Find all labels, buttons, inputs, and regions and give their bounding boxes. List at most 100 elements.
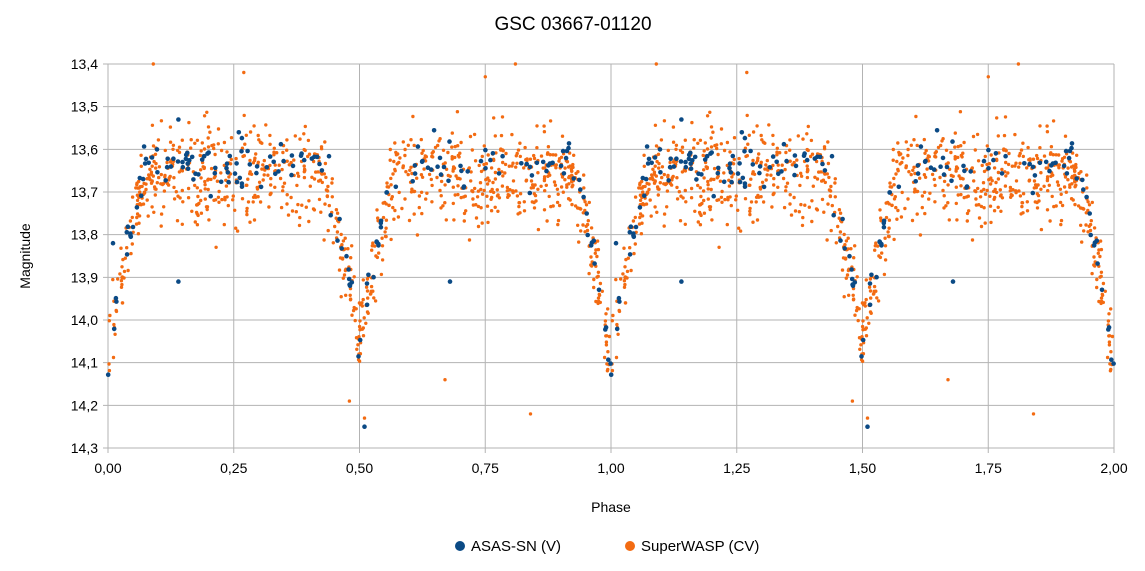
- data-point: [496, 209, 500, 213]
- data-point: [296, 174, 301, 178]
- data-point: [1032, 179, 1037, 183]
- data-point: [381, 215, 386, 220]
- data-point: [255, 185, 259, 190]
- data-point: [480, 221, 484, 225]
- data-point: [278, 176, 283, 181]
- data-point: [789, 213, 794, 217]
- data-point: [1072, 167, 1077, 171]
- data-point: [114, 309, 119, 314]
- data-point: [341, 276, 345, 280]
- data-point: [499, 148, 503, 152]
- data-point: [683, 169, 688, 173]
- data-point: [165, 160, 169, 165]
- data-point: [560, 175, 565, 179]
- data-point: [804, 157, 810, 163]
- data-point: [239, 135, 245, 141]
- data-point: [887, 234, 891, 239]
- data-point: [178, 196, 182, 200]
- data-point: [771, 163, 775, 168]
- data-point: [702, 168, 706, 172]
- data-point: [1106, 327, 1111, 332]
- data-point: [995, 158, 999, 163]
- data-point: [438, 172, 444, 177]
- data-point: [933, 200, 937, 204]
- data-point: [1007, 151, 1011, 156]
- data-point: [326, 153, 332, 159]
- data-point: [175, 219, 180, 223]
- data-point: [1049, 174, 1053, 178]
- data-point: [860, 337, 866, 343]
- data-point: [264, 123, 268, 127]
- data-point: [907, 170, 911, 174]
- data-point: [285, 159, 289, 163]
- data-point: [592, 261, 597, 266]
- data-point: [1074, 162, 1078, 167]
- data-point: [480, 154, 484, 159]
- x-tick-label: 0,75: [472, 460, 499, 476]
- data-point: [344, 293, 348, 297]
- data-point: [446, 173, 450, 178]
- data-point: [346, 276, 352, 282]
- data-point: [166, 183, 171, 187]
- data-point: [858, 347, 862, 351]
- data-point: [303, 124, 307, 129]
- data-point: [252, 218, 257, 222]
- data-point: [678, 148, 683, 153]
- data-point: [472, 132, 477, 137]
- data-point: [721, 179, 727, 185]
- data-point: [604, 343, 609, 347]
- data-point: [268, 133, 272, 138]
- data-point: [640, 175, 646, 181]
- data-point: [281, 189, 285, 193]
- data-point: [1014, 189, 1018, 193]
- data-point: [998, 188, 1002, 192]
- data-point: [883, 244, 888, 248]
- data-point: [934, 128, 940, 133]
- data-point: [565, 183, 569, 187]
- data-point: [747, 133, 751, 137]
- data-point: [1003, 184, 1008, 188]
- data-point: [1039, 171, 1043, 175]
- asas-sn-points: [105, 117, 1116, 430]
- data-point: [1004, 160, 1008, 165]
- data-point: [737, 156, 741, 161]
- data-point: [1045, 177, 1050, 181]
- data-point: [130, 224, 136, 230]
- data-point: [1093, 264, 1097, 268]
- data-point: [493, 205, 497, 209]
- data-point: [784, 158, 789, 164]
- data-point: [701, 153, 705, 158]
- data-point: [458, 177, 462, 181]
- data-point: [659, 138, 664, 142]
- data-point: [1062, 155, 1067, 159]
- data-point: [439, 194, 443, 198]
- data-point: [137, 179, 141, 184]
- data-point: [986, 147, 991, 153]
- data-point: [347, 399, 352, 403]
- data-point: [825, 238, 829, 242]
- data-point: [1067, 148, 1073, 154]
- data-point: [894, 172, 898, 176]
- data-point: [168, 140, 173, 144]
- data-point: [973, 148, 977, 152]
- data-point: [788, 159, 792, 163]
- data-point: [983, 221, 987, 225]
- data-point: [854, 308, 859, 313]
- data-point: [1050, 194, 1054, 199]
- data-point: [467, 238, 472, 242]
- data-point: [1025, 209, 1030, 213]
- data-point: [176, 117, 181, 122]
- data-point: [195, 186, 199, 190]
- data-point: [978, 195, 983, 199]
- data-point: [614, 326, 620, 332]
- data-point: [193, 141, 197, 145]
- data-point: [423, 154, 427, 158]
- data-point: [153, 187, 157, 191]
- data-point: [486, 153, 490, 157]
- data-point: [157, 165, 162, 169]
- data-point: [290, 209, 295, 213]
- data-point: [370, 248, 374, 252]
- data-point: [437, 139, 441, 143]
- data-point: [736, 208, 740, 212]
- data-point: [366, 272, 371, 278]
